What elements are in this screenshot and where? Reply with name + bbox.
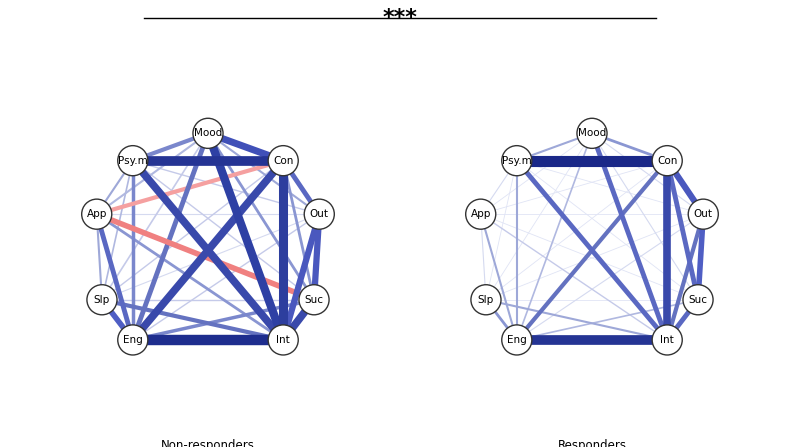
Text: Eng: Eng — [123, 335, 142, 345]
Circle shape — [471, 285, 501, 315]
Circle shape — [652, 325, 682, 355]
Circle shape — [268, 325, 298, 355]
Text: Out: Out — [310, 209, 329, 219]
Text: Int: Int — [276, 335, 290, 345]
Text: Out: Out — [694, 209, 713, 219]
Text: Mood: Mood — [194, 128, 222, 138]
Text: Non-responders
connectivity: 3.18: Non-responders connectivity: 3.18 — [155, 439, 261, 447]
Circle shape — [502, 325, 532, 355]
Text: Mood: Mood — [578, 128, 606, 138]
Circle shape — [577, 118, 607, 148]
Circle shape — [683, 285, 713, 315]
Text: App: App — [470, 209, 491, 219]
Circle shape — [502, 146, 532, 176]
Circle shape — [299, 285, 329, 315]
Circle shape — [652, 146, 682, 176]
Circle shape — [466, 199, 496, 229]
Text: Suc: Suc — [305, 295, 323, 305]
Circle shape — [193, 118, 223, 148]
Text: App: App — [86, 209, 107, 219]
Circle shape — [118, 325, 148, 355]
Text: Con: Con — [657, 156, 678, 166]
Text: Slp: Slp — [94, 295, 110, 305]
Circle shape — [688, 199, 718, 229]
Circle shape — [118, 146, 148, 176]
Text: Int: Int — [660, 335, 674, 345]
Circle shape — [82, 199, 112, 229]
Text: ***: *** — [382, 8, 418, 28]
Circle shape — [87, 285, 117, 315]
Circle shape — [268, 146, 298, 176]
Text: Eng: Eng — [507, 335, 526, 345]
Text: Psy.m: Psy.m — [118, 156, 148, 166]
Text: Slp: Slp — [478, 295, 494, 305]
Text: Responders
connectivity: 2.14: Responders connectivity: 2.14 — [539, 439, 645, 447]
Text: Con: Con — [273, 156, 294, 166]
Text: Suc: Suc — [689, 295, 707, 305]
Text: Psy.m: Psy.m — [502, 156, 532, 166]
Circle shape — [304, 199, 334, 229]
